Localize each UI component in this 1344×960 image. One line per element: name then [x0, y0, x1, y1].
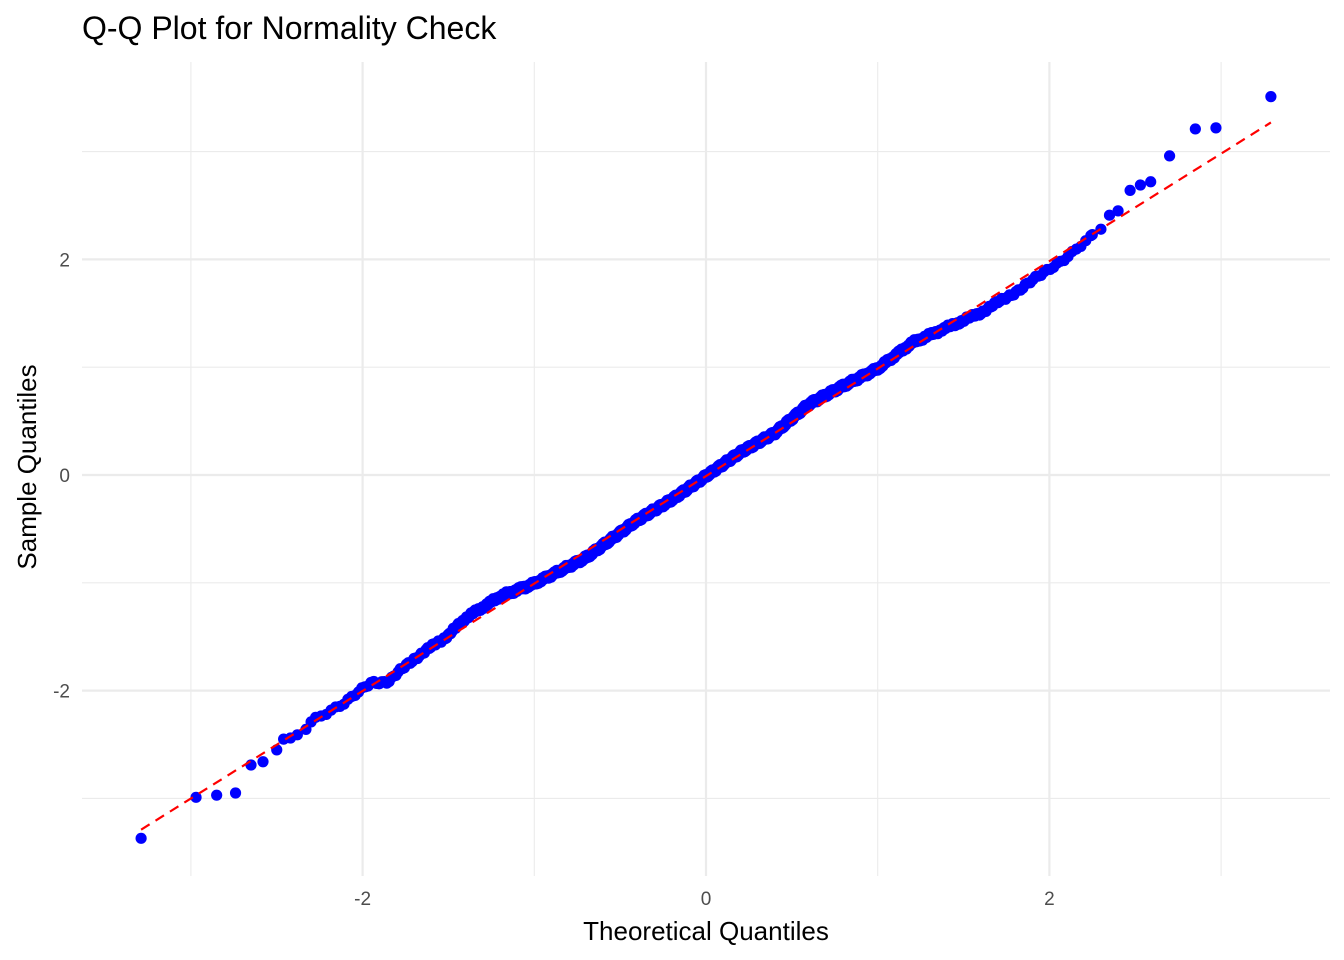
sample-point — [1189, 123, 1201, 135]
y-tick-label: 0 — [59, 466, 70, 487]
x-tick-label: 0 — [701, 889, 712, 910]
sample-point — [1095, 223, 1107, 235]
sample-point — [245, 759, 257, 771]
x-tick-label: -2 — [354, 889, 371, 910]
sample-point — [1112, 205, 1124, 217]
sample-point — [1103, 209, 1116, 221]
sample-point — [257, 756, 269, 768]
sample-points — [135, 91, 1277, 844]
y-tick-label: -2 — [53, 682, 70, 703]
y-axis-title: Sample Quantiles — [12, 364, 42, 569]
sample-point — [229, 787, 242, 799]
sample-point — [1210, 122, 1222, 134]
y-tick-label: 2 — [59, 250, 70, 271]
reference-line — [140, 121, 1272, 831]
sample-point — [1145, 176, 1157, 188]
sample-point — [1265, 91, 1277, 103]
sample-point — [305, 716, 317, 728]
sample-point — [211, 789, 223, 801]
sample-point — [1134, 179, 1146, 191]
sample-point — [291, 729, 303, 741]
x-tick-labels: -2 0 2 — [354, 889, 1055, 910]
sample-point — [190, 791, 202, 803]
sample-point — [1124, 184, 1136, 197]
x-tick-label: 2 — [1044, 889, 1055, 910]
y-tick-labels: -2 0 2 — [53, 250, 70, 702]
x-axis-title: Theoretical Quantiles — [583, 916, 829, 946]
sample-point — [135, 832, 147, 844]
chart-title: Q-Q Plot for Normality Check — [82, 10, 497, 46]
sample-point — [1163, 150, 1176, 162]
